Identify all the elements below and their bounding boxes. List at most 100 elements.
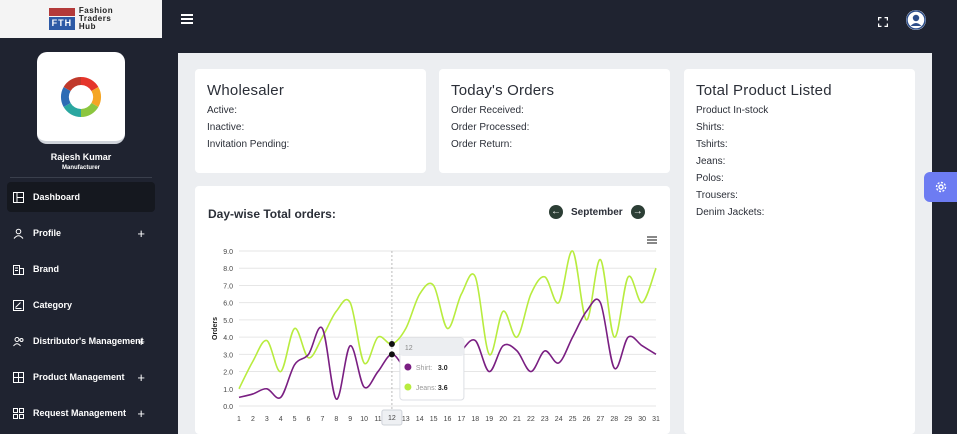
x-crosshair-label: 12 bbox=[388, 415, 396, 422]
fullscreen-icon[interactable] bbox=[877, 14, 889, 28]
prev-month-icon[interactable]: ← bbox=[549, 205, 563, 219]
order-processed: Order Processed: bbox=[451, 122, 530, 133]
x-tick-label: 15 bbox=[430, 416, 438, 423]
user-name: Rajesh Kumar bbox=[50, 152, 112, 162]
x-tick-label: 11 bbox=[374, 416, 381, 423]
x-tick-label: 21 bbox=[513, 416, 521, 423]
brand-logo[interactable]: FTH Fashion Traders Hub bbox=[0, 0, 162, 38]
logo-mark: FTH bbox=[48, 8, 75, 30]
y-tick-label: 7.0 bbox=[223, 283, 233, 290]
x-tick-label: 2 bbox=[251, 416, 255, 423]
sidebar: FTH Fashion Traders Hub Rajesh Kumar Man… bbox=[0, 0, 162, 434]
product-jeans: Jeans: bbox=[696, 156, 726, 167]
x-tick-label: 28 bbox=[610, 416, 618, 423]
expand-icon[interactable]: + bbox=[137, 405, 145, 421]
tooltip-series-name: Jeans: bbox=[416, 385, 437, 392]
x-tick-label: 1 bbox=[237, 416, 241, 423]
tooltip-dot-jeans bbox=[404, 383, 412, 391]
x-tick-label: 10 bbox=[360, 416, 368, 423]
month-label: September bbox=[571, 206, 623, 218]
expand-icon[interactable]: + bbox=[137, 333, 145, 349]
users-icon bbox=[13, 336, 24, 347]
sidebar-item-category[interactable]: Category bbox=[7, 290, 155, 320]
hover-point-shirt bbox=[388, 351, 395, 358]
y-tick-label: 0.0 bbox=[223, 404, 233, 411]
hover-point-jeans bbox=[388, 341, 395, 347]
y-tick-label: 2.0 bbox=[223, 370, 233, 377]
sidebar-item-label: Dashboard bbox=[33, 192, 81, 202]
menu-toggle-icon[interactable] bbox=[181, 14, 193, 24]
sidebar-menu: Dashboard Profile + Brand Category Distr… bbox=[0, 182, 162, 428]
tooltip-series-value: 3.6 bbox=[438, 385, 448, 392]
y-tick-label: 4.0 bbox=[223, 335, 233, 342]
wholesaler-card: Wholesaler Active: Inactive: Invitation … bbox=[195, 69, 426, 173]
sidebar-item-label: Product Management bbox=[33, 372, 125, 382]
x-tick-label: 3 bbox=[265, 416, 269, 423]
product-tshirts: Tshirts: bbox=[696, 139, 728, 150]
sidebar-item-request-management[interactable]: Request Management + bbox=[7, 398, 155, 428]
chart-title: Day-wise Total orders: bbox=[208, 207, 336, 221]
order-received: Order Received: bbox=[451, 105, 524, 116]
user-profile: Rajesh Kumar Manufacturer bbox=[0, 38, 162, 178]
x-tick-label: 17 bbox=[458, 416, 466, 423]
wholesaler-inactive: Inactive: bbox=[207, 122, 245, 133]
category-icon bbox=[13, 299, 24, 311]
tooltip-header: 12 bbox=[405, 345, 413, 352]
x-tick-label: 22 bbox=[527, 416, 535, 423]
y-tick-label: 8.0 bbox=[223, 266, 233, 273]
expand-icon[interactable]: + bbox=[137, 225, 145, 241]
x-tick-label: 20 bbox=[499, 416, 507, 423]
x-tick-label: 31 bbox=[652, 416, 660, 423]
dashboard-icon bbox=[13, 191, 24, 203]
x-tick-label: 26 bbox=[583, 416, 591, 423]
x-tick-label: 18 bbox=[471, 416, 479, 423]
y-tick-label: 9.0 bbox=[223, 249, 233, 256]
tooltip-header-bg bbox=[399, 338, 464, 356]
request-icon bbox=[13, 407, 24, 419]
wholesaler-title: Wholesaler bbox=[207, 82, 285, 99]
orders-title: Today's Orders bbox=[451, 82, 555, 99]
x-tick-label: 4 bbox=[279, 416, 283, 423]
account-icon[interactable] bbox=[906, 10, 926, 30]
x-tick-label: 7 bbox=[320, 416, 324, 423]
x-tick-label: 13 bbox=[402, 416, 410, 423]
logo-text: Fashion Traders Hub bbox=[78, 6, 114, 31]
x-tick-label: 19 bbox=[485, 416, 493, 423]
sidebar-item-dashboard[interactable]: Dashboard bbox=[7, 182, 155, 212]
sidebar-item-label: Brand bbox=[33, 264, 60, 274]
user-icon bbox=[13, 228, 24, 239]
sidebar-item-brand[interactable]: Brand bbox=[7, 254, 155, 284]
x-tick-label: 8 bbox=[334, 416, 338, 423]
next-month-icon[interactable]: → bbox=[630, 205, 645, 219]
wholesaler-invitation-pending: Invitation Pending: bbox=[207, 139, 290, 150]
sidebar-item-distributors[interactable]: Distributor's Management + bbox=[7, 326, 155, 356]
sidebar-item-label: Request Management bbox=[33, 408, 127, 418]
main-content: Wholesaler Active: Inactive: Invitation … bbox=[178, 53, 932, 434]
tooltip-dot-shirt bbox=[404, 363, 412, 371]
product-trousers: Trousers: bbox=[696, 190, 738, 201]
x-tick-label: 6 bbox=[307, 416, 311, 423]
x-tick-label: 27 bbox=[597, 416, 605, 423]
expand-icon[interactable]: + bbox=[137, 369, 145, 385]
chart-menu-icon[interactable] bbox=[647, 236, 657, 244]
x-tick-label: 9 bbox=[348, 416, 352, 423]
sidebar-item-label: Distributor's Management bbox=[33, 336, 144, 346]
x-tick-label: 29 bbox=[624, 416, 632, 423]
x-tick-label: 16 bbox=[444, 416, 452, 423]
user-role: Manufacturer bbox=[61, 165, 100, 171]
y-tick-label: 3.0 bbox=[223, 352, 233, 359]
tooltip-series-name: Shirt: bbox=[416, 365, 432, 372]
sidebar-item-product-management[interactable]: Product Management + bbox=[7, 362, 155, 392]
y-axis-label: Orders bbox=[212, 317, 219, 340]
sidebar-item-label: Profile bbox=[33, 228, 62, 238]
product-polos: Polos: bbox=[696, 173, 724, 184]
sidebar-divider bbox=[10, 177, 152, 178]
product-in-stock: Product In-stock bbox=[696, 105, 769, 116]
sidebar-item-profile[interactable]: Profile + bbox=[7, 218, 155, 248]
total-products-card: Total Product Listed Product In-stock Sh… bbox=[684, 69, 915, 434]
products-title: Total Product Listed bbox=[696, 82, 832, 99]
settings-gear-icon[interactable] bbox=[924, 172, 957, 202]
x-crosshair-label-bg bbox=[381, 409, 403, 426]
x-tick-label: 5 bbox=[293, 416, 297, 423]
